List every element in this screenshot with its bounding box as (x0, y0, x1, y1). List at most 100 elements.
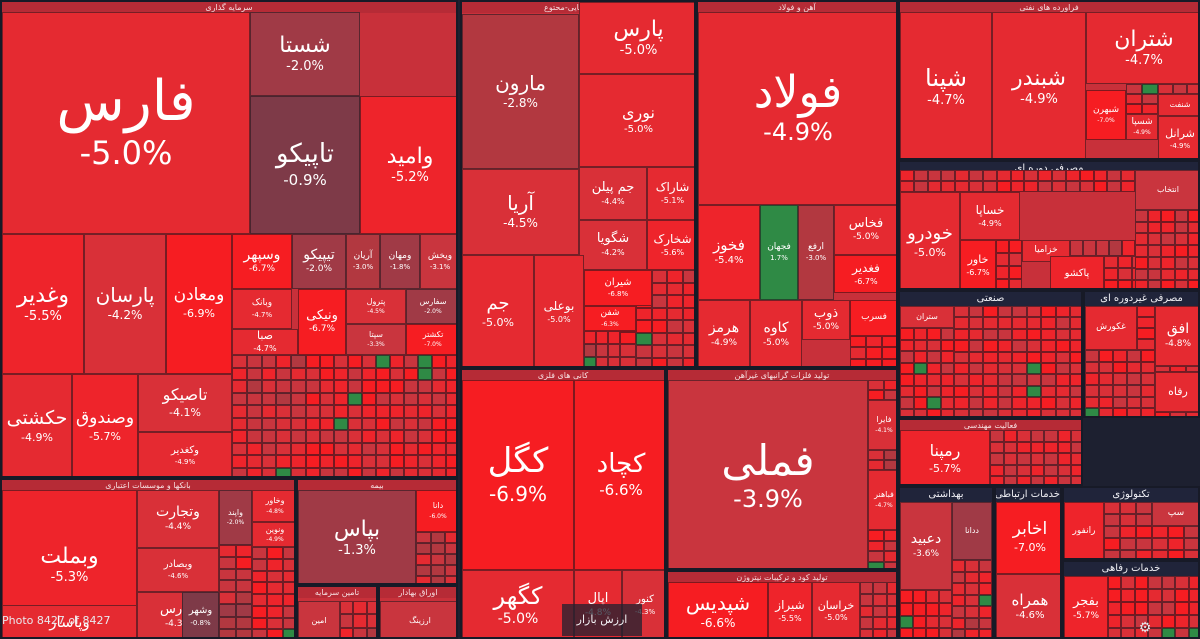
minor-tile[interactable] (1057, 441, 1072, 454)
minor-tile[interactable] (954, 363, 969, 375)
minor-tile[interactable] (1099, 350, 1113, 362)
minor-tile[interactable] (432, 442, 446, 455)
minor-tile[interactable] (376, 392, 390, 405)
minor-tile[interactable] (913, 328, 927, 340)
minor-tile[interactable] (997, 408, 1013, 416)
minor-tile[interactable] (1026, 385, 1042, 398)
minor-tile[interactable] (1121, 589, 1135, 602)
minor-tile[interactable] (667, 320, 683, 333)
minor-tile[interactable] (261, 405, 277, 418)
minor-tile[interactable] (1096, 240, 1109, 256)
stock-tile[interactable]: پاکشو (1050, 256, 1104, 288)
minor-tile[interactable] (1126, 84, 1142, 94)
minor-tile[interactable] (1113, 361, 1127, 374)
minor-tile[interactable] (1148, 589, 1162, 602)
minor-tile[interactable] (1070, 240, 1083, 256)
minor-tile[interactable] (246, 417, 262, 430)
stock-tile[interactable]: ومهان -1.8% (380, 234, 420, 289)
minor-tile[interactable] (927, 385, 941, 397)
minor-tile[interactable] (404, 442, 418, 455)
minor-tile[interactable] (1148, 576, 1162, 589)
minor-tile[interactable] (682, 357, 694, 366)
minor-tile[interactable] (1152, 550, 1168, 558)
minor-tile[interactable] (860, 593, 874, 606)
minor-tile[interactable] (927, 351, 941, 363)
minor-tile[interactable] (1012, 374, 1027, 386)
stock-tile[interactable]: دعبید -3.6% (900, 502, 952, 590)
minor-tile[interactable] (990, 430, 1004, 442)
minor-tile[interactable] (927, 374, 941, 386)
minor-tile[interactable] (1121, 628, 1135, 637)
minor-tile[interactable] (1071, 464, 1081, 477)
minor-tile[interactable] (306, 467, 320, 476)
minor-tile[interactable] (900, 339, 914, 351)
stock-tile[interactable]: سفارس -2.0% (406, 289, 456, 324)
minor-tile[interactable] (927, 170, 942, 181)
minor-tile[interactable] (362, 442, 376, 455)
minor-tile[interactable] (1187, 84, 1198, 94)
minor-tile[interactable] (954, 328, 969, 341)
minor-tile[interactable] (232, 392, 247, 405)
minor-tile[interactable] (1070, 328, 1081, 341)
minor-tile[interactable] (620, 344, 636, 358)
minor-tile[interactable] (1041, 317, 1056, 329)
minor-tile[interactable] (884, 540, 896, 551)
minor-tile[interactable] (348, 367, 362, 380)
minor-tile[interactable] (1148, 280, 1162, 288)
minor-tile[interactable] (1168, 538, 1184, 550)
minor-tile[interactable] (1185, 366, 1198, 372)
stock-tile[interactable]: کچاد -6.6% (574, 380, 664, 570)
minor-tile[interactable] (376, 405, 390, 418)
minor-tile[interactable] (983, 374, 998, 386)
minor-tile[interactable] (252, 570, 268, 583)
minor-tile[interactable] (445, 554, 456, 565)
minor-tile[interactable] (1134, 615, 1149, 628)
minor-tile[interactable] (376, 430, 390, 443)
minor-tile[interactable] (291, 380, 306, 393)
minor-tile[interactable] (873, 617, 887, 630)
minor-tile[interactable] (1038, 181, 1053, 192)
minor-tile[interactable] (926, 615, 939, 629)
minor-tile[interactable] (1161, 576, 1176, 589)
minor-tile[interactable] (1041, 374, 1056, 386)
minor-tile[interactable] (868, 540, 884, 551)
minor-tile[interactable] (1017, 476, 1031, 484)
minor-tile[interactable] (900, 615, 913, 629)
minor-tile[interactable] (1188, 628, 1198, 637)
minor-tile[interactable] (404, 467, 418, 476)
minor-tile[interactable] (219, 592, 236, 605)
minor-tile[interactable] (1135, 233, 1149, 246)
stock-tile[interactable]: وخاور -4.8% (252, 490, 294, 522)
stock-tile[interactable]: وبانک -4.7% (232, 289, 292, 329)
minor-tile[interactable] (913, 615, 926, 629)
minor-tile[interactable] (291, 455, 306, 468)
minor-tile[interactable] (965, 629, 979, 637)
minor-tile[interactable] (1055, 328, 1071, 341)
minor-tile[interactable] (1155, 412, 1171, 416)
minor-tile[interactable] (1127, 396, 1141, 409)
minor-tile[interactable] (1136, 502, 1152, 514)
minor-tile[interactable] (416, 532, 431, 543)
minor-tile[interactable] (1012, 328, 1027, 341)
minor-tile[interactable] (1120, 526, 1136, 538)
minor-tile[interactable] (954, 374, 969, 386)
minor-tile[interactable] (1070, 408, 1081, 416)
minor-tile[interactable] (362, 430, 376, 443)
stock-tile[interactable]: فولاد -4.9% (698, 12, 896, 205)
stock-tile[interactable]: آریا -4.5% (462, 169, 579, 255)
minor-tile[interactable] (1161, 221, 1175, 234)
stock-tile[interactable]: وپاسار (2, 605, 137, 637)
minor-tile[interactable] (291, 367, 306, 380)
minor-tile[interactable] (636, 320, 652, 333)
minor-tile[interactable] (860, 582, 874, 594)
minor-tile[interactable] (1055, 317, 1071, 329)
minor-tile[interactable] (235, 592, 252, 605)
minor-tile[interactable] (376, 417, 390, 430)
minor-tile[interactable] (1141, 361, 1155, 374)
stock-tile[interactable]: شنفت (1158, 94, 1198, 116)
minor-tile[interactable] (1026, 340, 1042, 352)
minor-tile[interactable] (430, 554, 446, 565)
minor-tile[interactable] (983, 340, 998, 352)
minor-tile[interactable] (1113, 373, 1127, 385)
minor-tile[interactable] (884, 450, 896, 460)
